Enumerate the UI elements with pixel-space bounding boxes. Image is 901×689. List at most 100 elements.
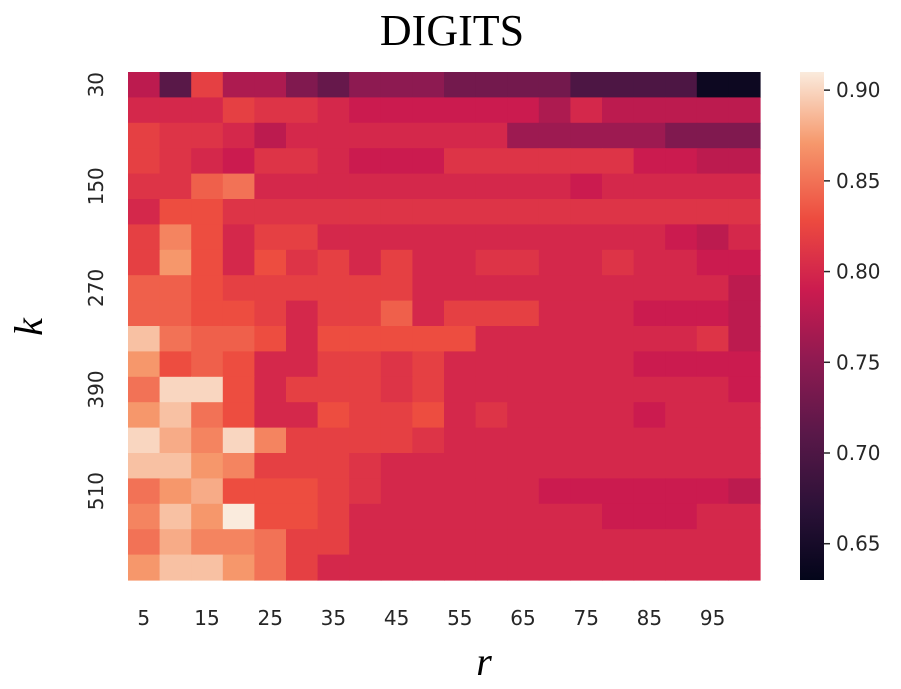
- x-axis-label: r: [476, 639, 492, 684]
- x-tick-label: 35: [321, 606, 346, 630]
- x-tick-label: 55: [447, 606, 472, 630]
- heatmap-cell: [254, 173, 287, 200]
- heatmap-cell: [128, 300, 161, 327]
- heatmap-cell: [222, 402, 255, 429]
- heatmap-cell: [570, 376, 603, 403]
- heatmap-cell: [665, 97, 698, 124]
- heatmap-cell: [633, 199, 666, 225]
- heatmap-cell: [317, 173, 350, 200]
- heatmap-cell: [570, 503, 603, 530]
- heatmap-cell: [728, 529, 761, 556]
- heatmap-cell: [602, 97, 635, 124]
- heatmap-cell: [286, 351, 319, 378]
- heatmap-cell: [380, 224, 413, 251]
- heatmap-cell: [475, 554, 508, 581]
- heatmap-cell: [444, 224, 477, 251]
- heatmap-cell: [633, 376, 666, 403]
- heatmap-cell: [475, 453, 508, 479]
- heatmap-cell: [128, 351, 161, 378]
- heatmap-cell: [128, 199, 161, 225]
- heatmap-cell: [570, 478, 603, 505]
- heatmap-cell: [254, 376, 287, 403]
- heatmap-cell: [128, 97, 161, 124]
- heatmap-cell: [728, 402, 761, 429]
- heatmap-cell: [570, 275, 603, 302]
- heatmap-cell: [728, 275, 761, 302]
- heatmap-cell: [444, 97, 477, 124]
- heatmap-cell: [602, 554, 635, 581]
- heatmap-cell: [633, 300, 666, 327]
- heatmap-cell: [538, 326, 571, 352]
- heatmap-cell: [222, 503, 255, 530]
- heatmap-cell: [286, 554, 319, 581]
- heatmap-cell: [507, 326, 540, 352]
- heatmap-cell: [191, 249, 224, 276]
- heatmap-cell: [665, 300, 698, 327]
- heatmap-cell: [444, 503, 477, 530]
- heatmap-cell: [380, 72, 413, 98]
- heatmap-cell: [412, 199, 445, 225]
- heatmap-cell: [128, 72, 161, 98]
- heatmap-cell: [191, 478, 224, 505]
- heatmap-cell: [570, 554, 603, 581]
- heatmap-cell: [159, 402, 192, 429]
- heatmap-cell: [696, 72, 729, 98]
- heatmap-cell: [475, 249, 508, 276]
- heatmap-cell: [665, 275, 698, 302]
- heatmap-cell: [286, 249, 319, 276]
- heatmap-cell: [538, 554, 571, 581]
- heatmap-cell: [570, 122, 603, 149]
- heatmap-cell: [538, 478, 571, 505]
- colorbar-tick-label: 0.70: [836, 441, 881, 465]
- heatmap-cell: [191, 199, 224, 225]
- heatmap-cell: [444, 402, 477, 429]
- heatmap-cell: [412, 453, 445, 479]
- heatmap-cell: [570, 351, 603, 378]
- heatmap-cell: [538, 275, 571, 302]
- heatmap-cell: [286, 478, 319, 505]
- heatmap-cell: [286, 148, 319, 175]
- x-tick-label: 65: [510, 606, 535, 630]
- heatmap-cell: [159, 173, 192, 200]
- heatmap-cell: [254, 529, 287, 556]
- heatmap-cell: [475, 351, 508, 378]
- heatmap-cell: [412, 72, 445, 98]
- heatmap-cell: [222, 148, 255, 175]
- x-tick-label: 5: [137, 606, 150, 630]
- x-tick-label: 75: [573, 606, 598, 630]
- heatmap-cell: [128, 453, 161, 479]
- heatmap-cell: [349, 402, 382, 429]
- heatmap-cell: [633, 402, 666, 429]
- heatmap-cell: [222, 376, 255, 403]
- heatmap-cell: [602, 275, 635, 302]
- heatmap-cell: [570, 402, 603, 429]
- heatmap-cell: [349, 199, 382, 225]
- heatmap-cell: [728, 173, 761, 200]
- heatmap-cell: [538, 300, 571, 327]
- heatmap-cell: [412, 478, 445, 505]
- heatmap-cell: [254, 97, 287, 124]
- heatmap-cell: [475, 376, 508, 403]
- heatmap-cell: [538, 72, 571, 98]
- heatmap-cell: [159, 122, 192, 149]
- colorbar-ticks: 0.65 0.70 0.75 0.80 0.85 0.90: [824, 78, 881, 556]
- heatmap-cell: [286, 199, 319, 225]
- heatmap-cell: [696, 427, 729, 454]
- heatmap-cell: [412, 300, 445, 327]
- heatmap-cell: [159, 148, 192, 175]
- heatmap-cell: [412, 351, 445, 378]
- heatmap-cell: [254, 351, 287, 378]
- heatmap-cell: [602, 173, 635, 200]
- heatmap-cell: [317, 427, 350, 454]
- heatmap-cell: [128, 148, 161, 175]
- heatmap-cell: [317, 326, 350, 352]
- heatmap-cell: [696, 351, 729, 378]
- heatmap-cell: [412, 529, 445, 556]
- heatmap-cell: [475, 173, 508, 200]
- heatmap-cell: [728, 376, 761, 403]
- heatmap-cell: [286, 402, 319, 429]
- heatmap-cell: [507, 224, 540, 251]
- heatmap-cell: [507, 275, 540, 302]
- heatmap-cell: [696, 326, 729, 352]
